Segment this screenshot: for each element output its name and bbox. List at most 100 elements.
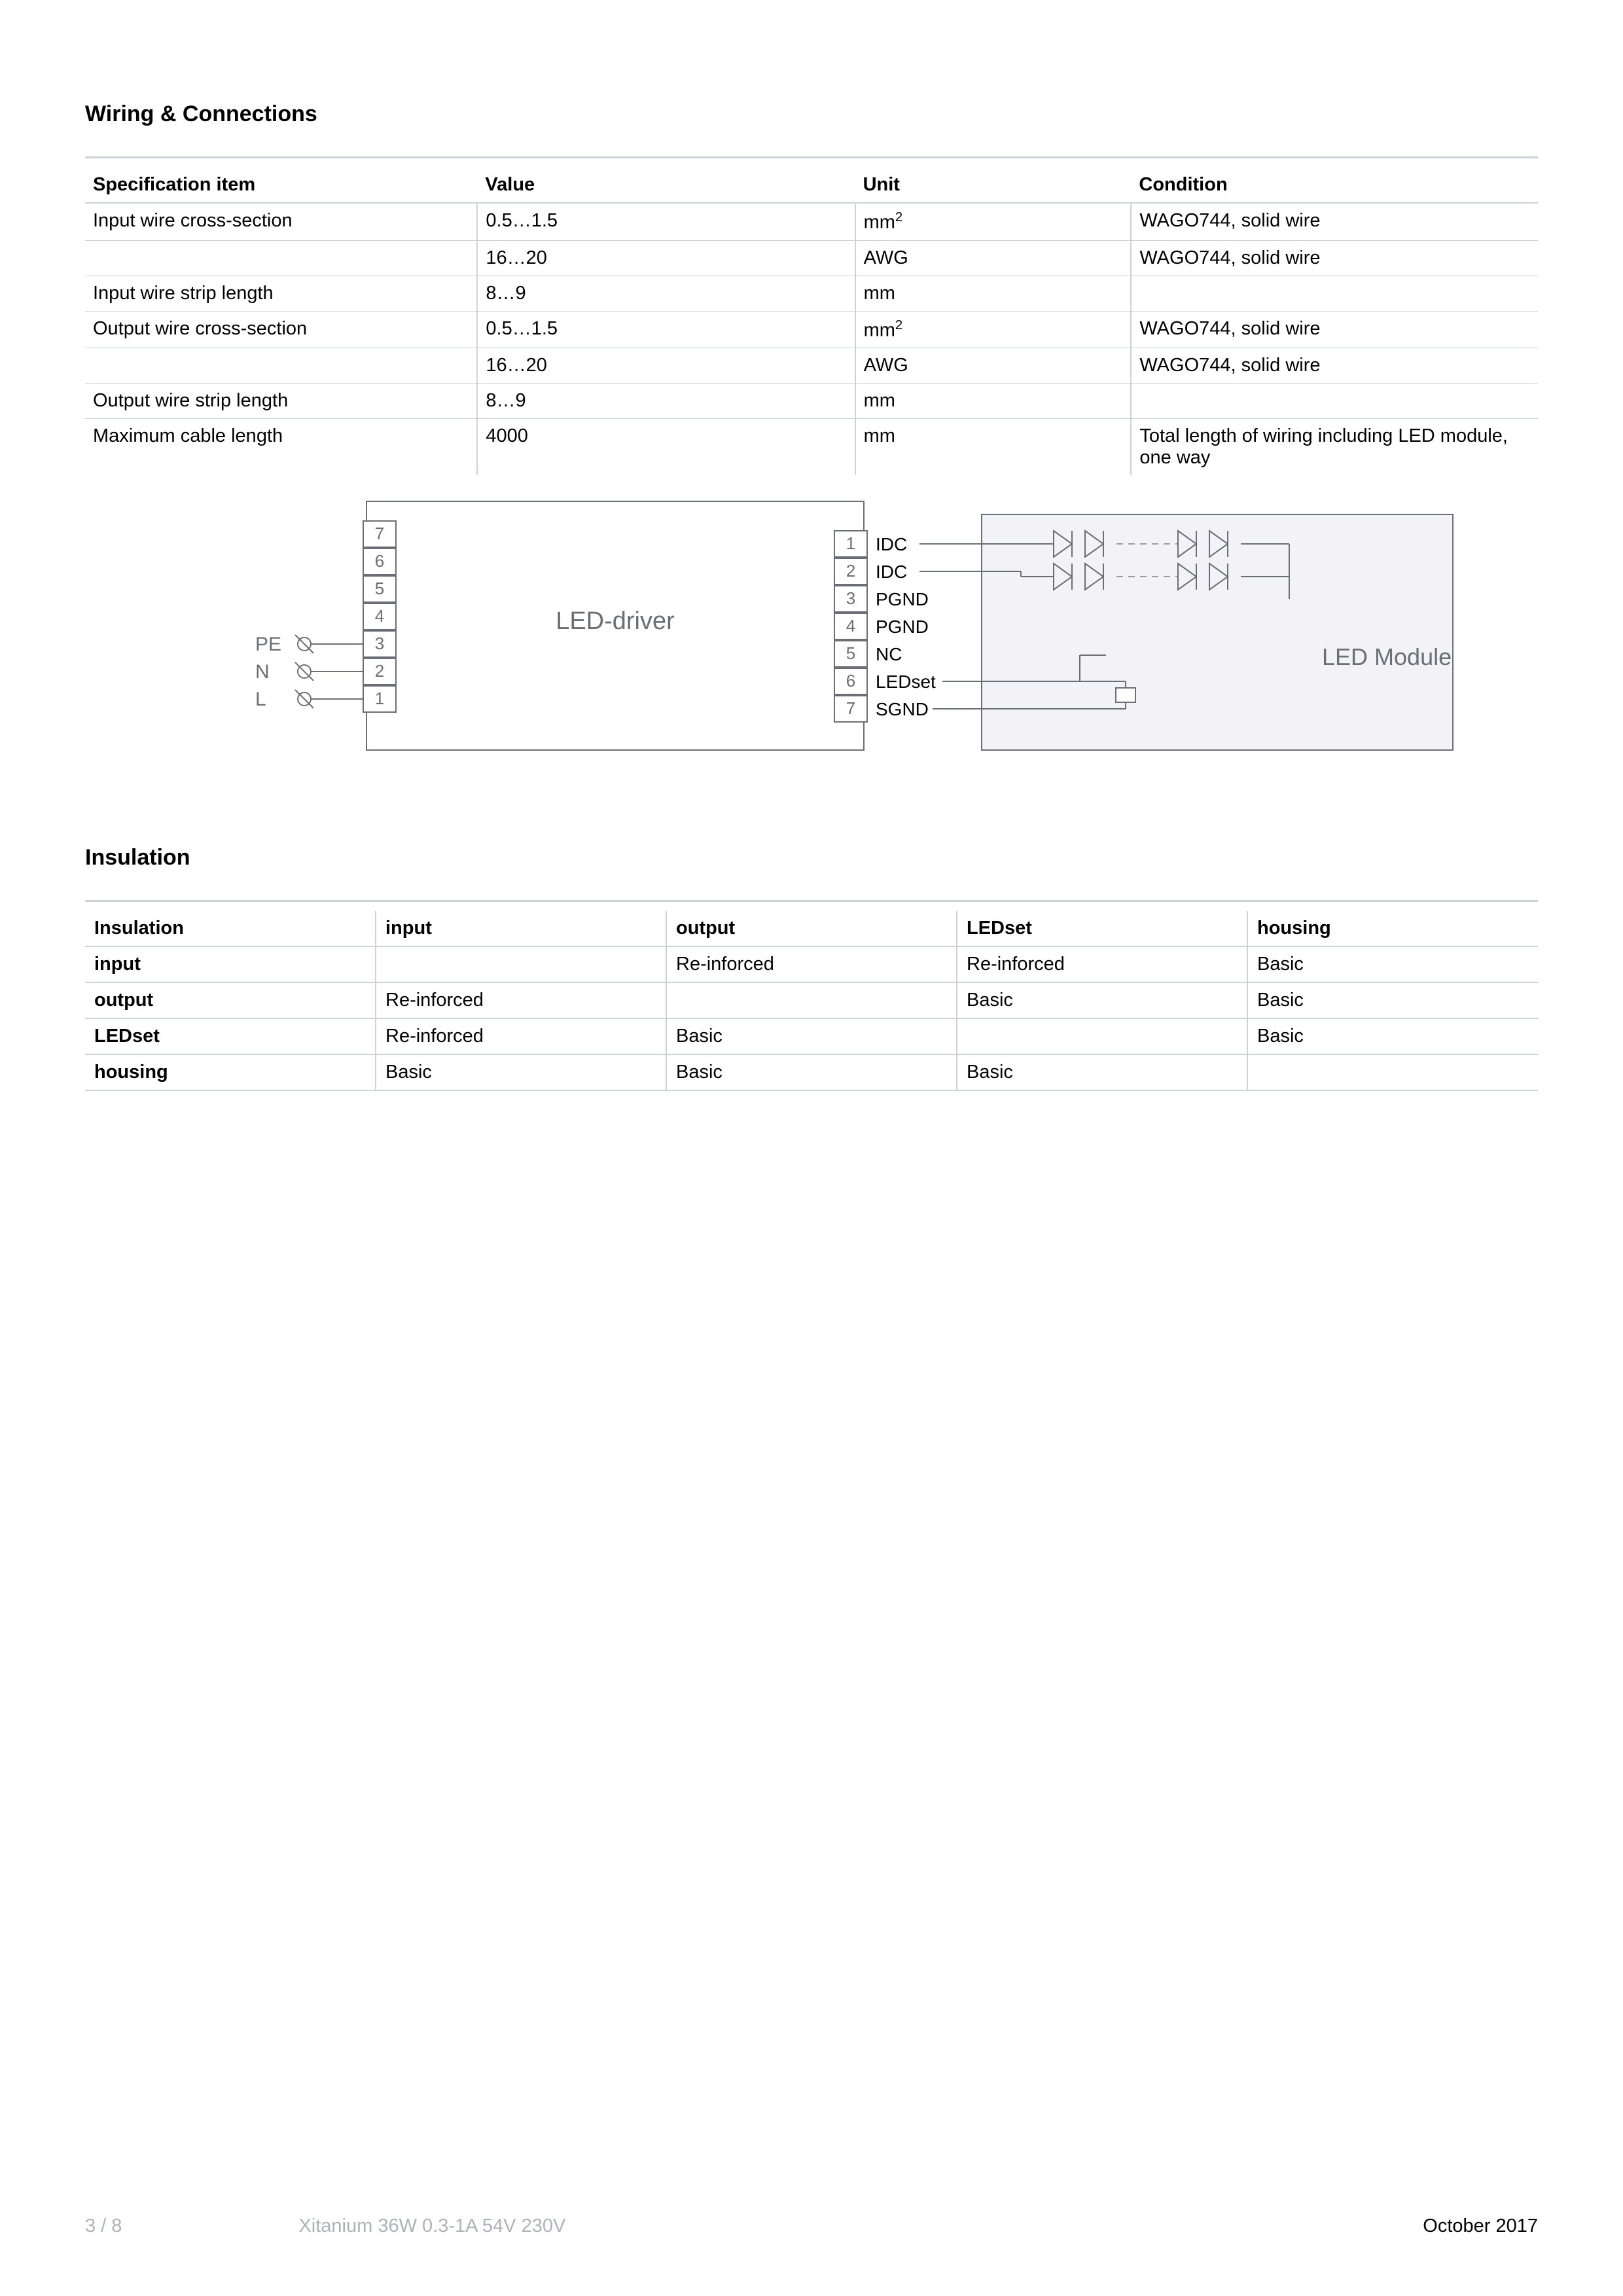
- svg-text:5: 5: [375, 579, 384, 598]
- col-value: Value: [477, 168, 855, 203]
- svg-text:6: 6: [375, 551, 384, 571]
- table-row: Input wire cross-section0.5…1.5mm2WAGO74…: [85, 203, 1538, 240]
- table-cell: WAGO744, solid wire: [1131, 311, 1538, 348]
- col-condition: Condition: [1131, 168, 1538, 203]
- table-cell: WAGO744, solid wire: [1131, 348, 1538, 384]
- svg-text:2: 2: [846, 561, 855, 581]
- svg-text:6: 6: [846, 671, 855, 691]
- page-number: 3 / 8: [85, 2215, 122, 2237]
- table-cell: mm2: [855, 311, 1132, 348]
- svg-text:PGND: PGND: [876, 589, 929, 609]
- table-cell: [85, 240, 477, 276]
- svg-text:LED-driver: LED-driver: [556, 607, 675, 635]
- svg-text:7: 7: [846, 698, 855, 718]
- table-cell: mm: [855, 384, 1132, 419]
- svg-text:IDC: IDC: [876, 534, 907, 554]
- section-title-wiring: Wiring & Connections: [85, 101, 1538, 127]
- table-row: 16…20AWGWAGO744, solid wire: [85, 348, 1538, 384]
- table-cell: input: [85, 946, 376, 982]
- table-cell: Basic: [666, 1018, 957, 1054]
- table-cell: mm: [855, 276, 1132, 311]
- table-cell: 4000: [477, 419, 855, 476]
- svg-text:1: 1: [846, 533, 855, 553]
- product-name: Xitanium 36W 0.3-1A 54V 230V: [298, 2215, 565, 2237]
- table-cell: 16…20: [477, 240, 855, 276]
- svg-text:PE: PE: [255, 634, 281, 655]
- table-cell: AWG: [855, 348, 1132, 384]
- table-cell: AWG: [855, 240, 1132, 276]
- table-row: Output wire cross-section0.5…1.5mm2WAGO7…: [85, 311, 1538, 348]
- table-cell: Input wire cross-section: [85, 203, 477, 240]
- section-divider: [85, 156, 1538, 158]
- page-footer: 3 / 8 Xitanium 36W 0.3-1A 54V 230V Octob…: [85, 2215, 1538, 2237]
- svg-text:SGND: SGND: [876, 699, 929, 719]
- table-cell: [957, 1018, 1247, 1054]
- svg-text:5: 5: [846, 643, 855, 663]
- table-cell: Maximum cable length: [85, 419, 477, 476]
- svg-text:3: 3: [846, 588, 855, 608]
- table-cell: Basic: [1247, 946, 1538, 982]
- table-cell: Basic: [957, 1054, 1247, 1090]
- table-row: 16…20AWGWAGO744, solid wire: [85, 240, 1538, 276]
- table-row: Input wire strip length8…9mm: [85, 276, 1538, 311]
- table-cell: housing: [85, 1054, 376, 1090]
- table-cell: Basic: [376, 1054, 666, 1090]
- document-date: October 2017: [1423, 2215, 1538, 2237]
- table-cell: Basic: [666, 1054, 957, 1090]
- table-cell: Basic: [1247, 982, 1538, 1018]
- table-row: LEDsetRe-inforcedBasicBasic: [85, 1018, 1538, 1054]
- ins-col-3: LEDset: [957, 911, 1247, 946]
- ins-col-1: input: [376, 911, 666, 946]
- table-cell: [666, 982, 957, 1018]
- table-cell: 8…9: [477, 384, 855, 419]
- table-cell: [1247, 1054, 1538, 1090]
- table-header-row: Specification item Value Unit Condition: [85, 168, 1538, 203]
- table-cell: 0.5…1.5: [477, 203, 855, 240]
- table-cell: mm2: [855, 203, 1132, 240]
- table-cell: mm: [855, 419, 1132, 476]
- ins-col-2: output: [666, 911, 957, 946]
- table-cell: Output wire strip length: [85, 384, 477, 419]
- svg-text:3: 3: [375, 634, 384, 653]
- svg-text:L: L: [255, 689, 266, 710]
- svg-text:7: 7: [375, 524, 384, 543]
- wiring-spec-table: Specification item Value Unit Condition …: [85, 168, 1538, 475]
- svg-text:NC: NC: [876, 644, 902, 664]
- svg-text:LED Module: LED Module: [1322, 643, 1452, 670]
- svg-text:PGND: PGND: [876, 617, 929, 637]
- table-cell: 16…20: [477, 348, 855, 384]
- wiring-diagram-svg: LED-driver7654321PENL1IDC2IDC3PGND4PGND5…: [236, 495, 1479, 763]
- table-cell: Output wire cross-section: [85, 311, 477, 348]
- table-cell: Total length of wiring including LED mod…: [1131, 419, 1538, 476]
- table-cell: [85, 348, 477, 384]
- table-cell: Re-inforced: [376, 982, 666, 1018]
- wiring-diagram: LED-driver7654321PENL1IDC2IDC3PGND4PGND5…: [236, 495, 1538, 766]
- table-row: outputRe-inforced BasicBasic: [85, 982, 1538, 1018]
- svg-text:1: 1: [375, 689, 384, 708]
- table-cell: Input wire strip length: [85, 276, 477, 311]
- table-cell: Basic: [1247, 1018, 1538, 1054]
- table-row: Maximum cable length4000mmTotal length o…: [85, 419, 1538, 476]
- table-cell: Re-inforced: [957, 946, 1247, 982]
- section-title-insulation: Insulation: [85, 845, 1538, 870]
- table-cell: 0.5…1.5: [477, 311, 855, 348]
- table-cell: Re-inforced: [666, 946, 957, 982]
- section-divider: [85, 900, 1538, 902]
- svg-text:N: N: [255, 661, 270, 683]
- table-cell: [1131, 276, 1538, 311]
- table-cell: [376, 946, 666, 982]
- table-cell: 8…9: [477, 276, 855, 311]
- table-cell: Basic: [957, 982, 1247, 1018]
- table-row: housingBasicBasicBasic: [85, 1054, 1538, 1090]
- insulation-table: Insulation input output LEDset housing i…: [85, 911, 1538, 1091]
- table-header-row: Insulation input output LEDset housing: [85, 911, 1538, 946]
- table-cell: [1131, 384, 1538, 419]
- svg-text:IDC: IDC: [876, 562, 907, 582]
- col-unit: Unit: [855, 168, 1132, 203]
- table-cell: output: [85, 982, 376, 1018]
- table-cell: WAGO744, solid wire: [1131, 240, 1538, 276]
- table-cell: WAGO744, solid wire: [1131, 203, 1538, 240]
- svg-text:4: 4: [846, 616, 855, 636]
- ins-col-4: housing: [1247, 911, 1538, 946]
- table-row: Output wire strip length8…9mm: [85, 384, 1538, 419]
